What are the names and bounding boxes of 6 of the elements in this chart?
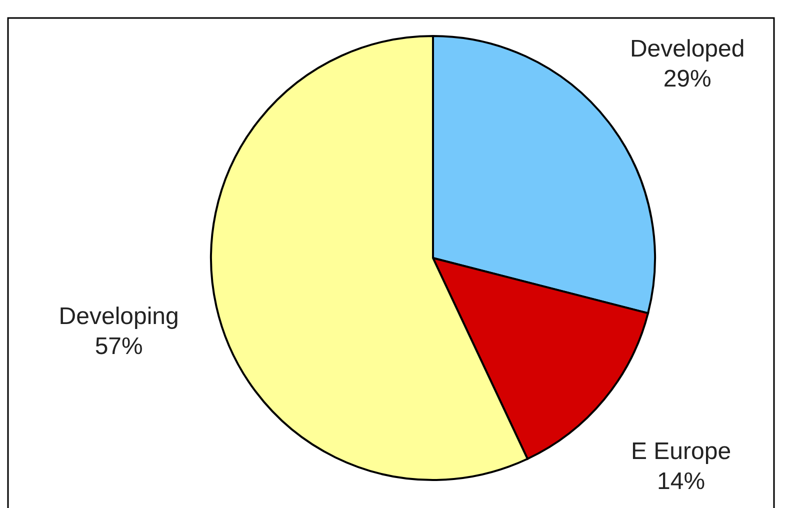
data-label: 29%: [663, 66, 712, 93]
slice-label: Developed: [630, 36, 745, 63]
slice-label: E Europe: [630, 438, 732, 466]
slice-label: Developing: [58, 303, 179, 330]
data-label: 14%: [657, 468, 706, 496]
data-label: 57%: [94, 333, 143, 360]
